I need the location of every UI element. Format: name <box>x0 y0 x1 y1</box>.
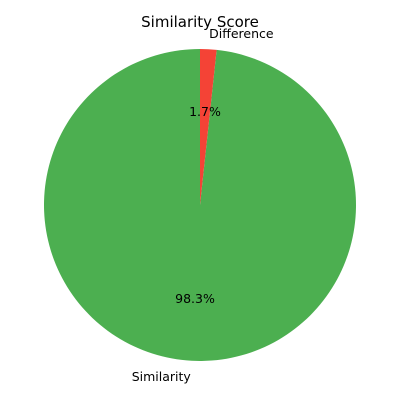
pie-slices <box>44 49 356 362</box>
percent-label-similarity: 98.3% <box>175 291 215 306</box>
slice-label-similarity: Similarity <box>132 369 192 384</box>
pie-slice-similarity <box>44 49 356 362</box>
pie-slice-difference <box>200 49 217 205</box>
chart-title: Similarity Score <box>141 13 259 31</box>
slice-label-difference: Difference <box>209 26 274 41</box>
pie-labels: 98.3% Similarity 1.7% Difference <box>132 26 274 384</box>
percent-label-difference: 1.7% <box>189 104 221 119</box>
